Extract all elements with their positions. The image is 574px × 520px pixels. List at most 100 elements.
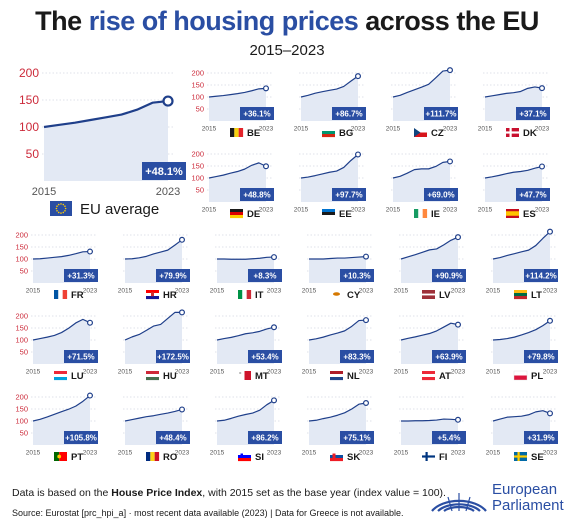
series-line xyxy=(400,236,459,260)
country-label: MT xyxy=(255,371,269,382)
x-tick-label: 2023 xyxy=(259,207,274,214)
end-point xyxy=(271,324,278,331)
x-tick-label: 2023 xyxy=(259,126,274,133)
series-line xyxy=(124,408,183,422)
change-label: +79.8% xyxy=(527,352,554,361)
end-point xyxy=(86,392,93,399)
change-label: +172.5% xyxy=(157,352,189,361)
change-badge xyxy=(524,350,558,363)
end-point xyxy=(363,253,370,260)
flag-it-icon xyxy=(238,290,252,299)
end-point xyxy=(538,163,545,170)
x-tick-label: 2015 xyxy=(486,288,501,295)
change-badge xyxy=(240,188,274,201)
parliament-logo-icon xyxy=(431,493,487,512)
series-line xyxy=(43,99,169,129)
x-tick-label: 2023 xyxy=(351,126,366,133)
flag-lv-icon xyxy=(422,290,435,299)
logo-line: European xyxy=(492,481,558,498)
x-tick-label: 2015 xyxy=(32,186,56,198)
end-point xyxy=(455,321,462,328)
chart-country-hu: 2015 2023 +172.5% HU xyxy=(118,309,190,382)
end-point xyxy=(355,73,362,80)
chart-country-pl: 2015 2023 +79.8% PL xyxy=(486,315,558,382)
y-tick-label: 200 xyxy=(15,312,28,321)
chart-country-sk: 2015 2023 +75.1% SK xyxy=(302,396,374,463)
flag-at-icon xyxy=(422,371,435,381)
series-line xyxy=(309,256,367,260)
chart-country-be: 50 100 150 200 2015 2023 +36.1% BE xyxy=(191,69,274,139)
end-point xyxy=(263,85,270,92)
country-label: PL xyxy=(531,371,543,382)
country-label: DE xyxy=(247,209,260,220)
x-tick-label: 2023 xyxy=(543,369,558,376)
x-tick-label: 2015 xyxy=(486,369,501,376)
end-point xyxy=(179,406,186,413)
flag-fr-icon xyxy=(54,290,68,299)
chart-country-dk: 2015 2023 +37.1% DK xyxy=(478,72,550,139)
y-tick-label: 150 xyxy=(19,93,39,107)
country-label: LV xyxy=(439,290,451,301)
flag-fi-icon xyxy=(422,452,435,461)
x-tick-label: 2015 xyxy=(478,126,493,133)
series-line xyxy=(124,311,182,341)
x-tick-label: 2015 xyxy=(486,450,501,457)
end-point xyxy=(447,67,454,74)
country-label: FR xyxy=(71,290,84,301)
change-label: +53.4% xyxy=(251,352,278,361)
x-tick-label: 2015 xyxy=(394,288,409,295)
series-line xyxy=(208,87,267,98)
x-tick-label: 2015 xyxy=(394,369,409,376)
x-tick-label: 2015 xyxy=(26,288,41,295)
change-badge xyxy=(332,188,366,201)
title-part: across the EU xyxy=(358,6,539,36)
chart-country-cy: 2015 2023 +10.3% CY xyxy=(302,234,374,301)
chart-country-fi: 2015 2023 +5.4% FI xyxy=(394,396,466,463)
chart-country-ie: 2015 2023 +69.0% IE xyxy=(386,153,458,220)
x-tick-label: 2023 xyxy=(451,288,466,295)
x-tick-label: 2023 xyxy=(535,126,550,133)
y-tick-label: 200 xyxy=(15,393,28,402)
flag-pl-icon xyxy=(513,370,528,381)
change-label: +71.5% xyxy=(67,352,94,361)
x-tick-label: 2015 xyxy=(26,369,41,376)
x-tick-label: 2015 xyxy=(202,207,217,214)
change-label: +114.2% xyxy=(525,271,556,280)
y-tick-label: 100 xyxy=(19,120,39,134)
y-tick-label: 50 xyxy=(20,348,28,357)
end-point xyxy=(455,234,462,241)
end-point xyxy=(363,317,370,324)
end-point xyxy=(271,397,278,404)
change-label: +86.2% xyxy=(251,433,278,442)
chart-country-si: 2015 2023 +86.2% SI xyxy=(210,396,282,463)
y-tick-label: 100 xyxy=(15,336,28,345)
country-label: FI xyxy=(439,452,447,463)
change-label: +8.3% xyxy=(254,271,277,280)
flag-ie-icon xyxy=(414,209,428,218)
country-label: LT xyxy=(531,290,542,301)
chart-country-bg: 2015 2023 +86.7% BG xyxy=(294,72,366,139)
country-label: ES xyxy=(523,209,536,220)
change-label: +36.1% xyxy=(243,109,270,118)
flag-hu-icon xyxy=(146,371,159,381)
chart-country-ee: 2015 2023 +97.7% EE xyxy=(294,151,366,220)
change-label: +105.8% xyxy=(65,433,97,442)
series-line xyxy=(32,395,91,422)
end-point xyxy=(86,319,93,326)
series-line xyxy=(216,326,275,341)
change-label: +10.3% xyxy=(343,271,370,280)
flag-ro-icon xyxy=(146,452,160,461)
chart-country-pt: 50 100 150 200 2015 2023 +105.8% PT xyxy=(15,392,98,463)
end-point xyxy=(546,317,553,324)
y-tick-label: 100 xyxy=(191,93,204,102)
x-tick-label: 2023 xyxy=(267,288,282,295)
logo-line: Parliament xyxy=(492,497,564,514)
change-badge xyxy=(524,431,558,444)
country-label: NL xyxy=(347,371,360,382)
change-badge xyxy=(432,350,466,363)
x-tick-label: 2023 xyxy=(175,288,190,295)
y-tick-label: 150 xyxy=(15,405,28,414)
series-line xyxy=(392,160,451,179)
chart-country-at: 2015 2023 +63.9% AT xyxy=(394,315,466,382)
chart-country-hr: 2015 2023 +79.9% HR xyxy=(118,234,190,301)
